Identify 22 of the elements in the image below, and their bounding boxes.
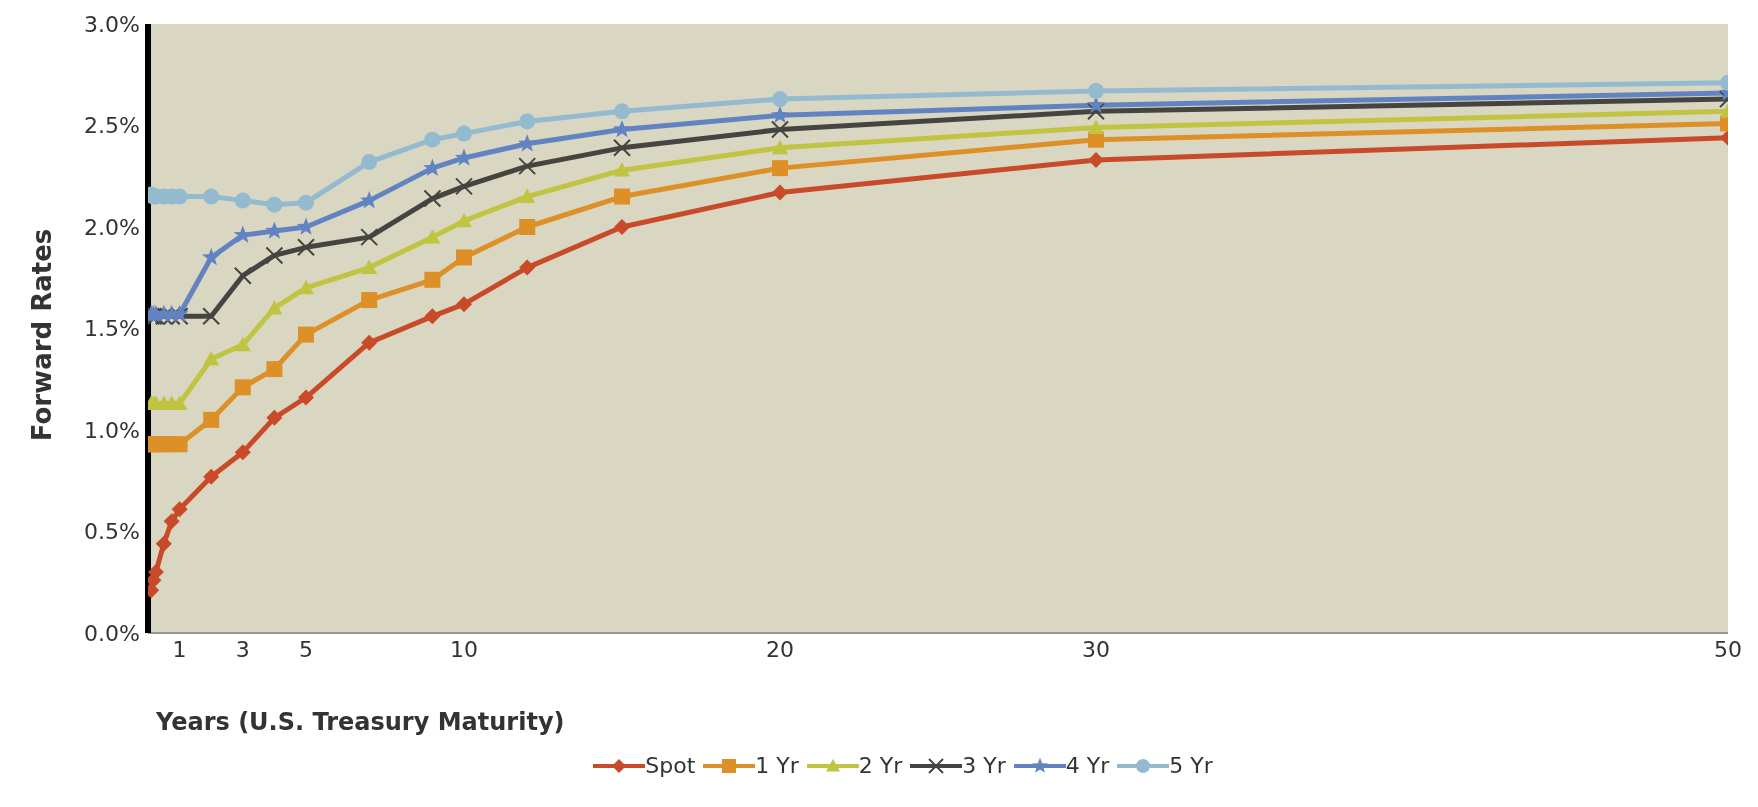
x-tick-label: 1	[172, 636, 187, 662]
x-axis-title: Years (U.S. Treasury Maturity)	[156, 708, 565, 736]
x-tick-label: 3	[235, 636, 250, 662]
y-axis-title: Forward Rates	[27, 228, 58, 442]
legend-label: 1 Yr	[755, 753, 799, 778]
x-tick-label: 20	[766, 636, 794, 662]
y-tick-label: 0.5%	[84, 519, 140, 545]
y-tick-label: 2.0%	[84, 214, 140, 240]
y-tick-label: 1.5%	[84, 316, 140, 342]
y-tick-label: 1.0%	[84, 417, 140, 443]
y-tick-label: 0.0%	[84, 620, 140, 646]
y-tick-label: 2.5%	[84, 113, 140, 139]
legend-label: Spot	[645, 753, 696, 778]
legend-label: 2 Yr	[858, 753, 903, 778]
y-tick-label: 3.0%	[84, 11, 140, 37]
x-tick-label: 50	[1714, 636, 1742, 662]
legend-label: 4 Yr	[1065, 753, 1110, 778]
legend-label: 5 Yr	[1169, 753, 1213, 778]
x-tick-label: 30	[1082, 636, 1110, 662]
x-tick-label: 5	[299, 636, 313, 662]
legend-label: 3 Yr	[962, 753, 1006, 778]
x-tick-label: 10	[450, 636, 478, 662]
